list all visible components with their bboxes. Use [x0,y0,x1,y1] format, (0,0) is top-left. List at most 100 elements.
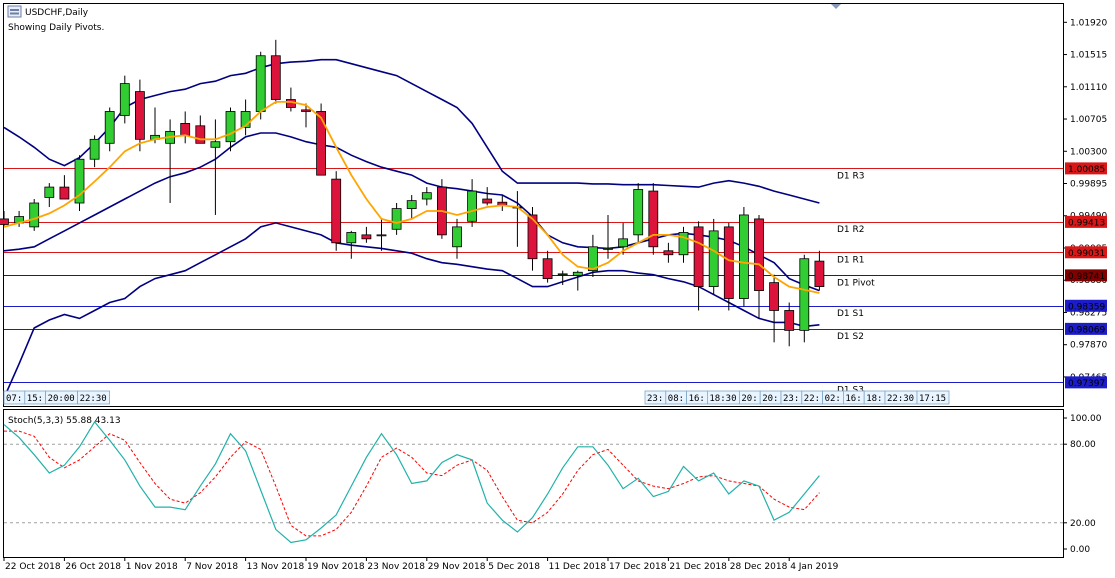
bullish-candle-body [74,158,85,204]
bearish-candle-body [285,99,296,108]
bullish-candle-body [29,202,40,228]
candle[interactable] [316,103,327,176]
candle[interactable] [723,222,734,311]
moving-average-line [3,101,820,294]
date-tick-label: 21 Dec 2018 [669,562,727,572]
candle[interactable] [74,155,85,211]
bullish-candle-body [572,271,583,276]
session-label-right-text: 23: [647,394,663,404]
pivot-price-tag-label: 0.97397 [1068,379,1105,389]
pivot-name-label: D1 S3 [837,385,864,395]
price-tick-label: 0.99895 [1070,180,1107,190]
candle[interactable] [421,187,432,206]
chart-subtitle: Showing Daily Pivots. [8,23,104,33]
candle[interactable] [406,195,417,219]
candle[interactable] [240,99,251,136]
bullish-candle-body [452,226,462,248]
candle[interactable] [799,254,810,343]
stochastic-tick-label: 0.00 [1070,545,1090,555]
candle[interactable] [754,214,764,319]
date-axis: 22 Oct 2018 26 Oct 2018 1 Nov 2018 7 Nov 20… [3,557,839,572]
candle[interactable] [542,250,553,283]
session-label-right-text: 20: [741,394,757,404]
session-label-right-text: 23: [783,394,799,404]
pivot-name-label: D1 Pivot [837,278,875,288]
candle[interactable] [557,270,568,286]
candle[interactable] [376,218,387,251]
candle[interactable] [663,242,674,263]
candle[interactable] [739,206,749,307]
bearish-candle-body [270,55,281,100]
bearish-candle-body [331,178,342,244]
bearish-candle-body [542,258,553,280]
shift-marker-icon[interactable] [831,4,841,9]
candle[interactable] [784,302,795,347]
candle[interactable] [769,274,779,343]
candle[interactable] [678,226,689,263]
candle[interactable] [89,135,100,168]
bullish-candle-body [588,246,598,272]
session-label-right-text: 20: [762,394,778,404]
bearish-candle-body [316,111,327,176]
candle[interactable] [270,39,281,104]
pivot-price-tag [1065,299,1107,312]
candle[interactable] [527,206,538,271]
pivot-price-tag [1065,162,1107,175]
stochastic-frame [3,409,1064,558]
bullish-candle-body [618,238,628,248]
date-tick-label: 4 Jan 2019 [790,562,838,572]
candle[interactable] [452,218,462,259]
candle[interactable] [391,203,402,235]
candle[interactable] [104,107,115,152]
candle[interactable] [482,187,493,206]
candle[interactable] [467,179,478,227]
candle[interactable] [44,183,55,207]
candle[interactable] [814,250,825,291]
date-tick-label: 13 Nov 2018 [247,562,305,572]
pivot-name-label: D1 R2 [837,225,865,235]
bearish-candle-body [754,218,764,291]
pivot-price-tag [1065,269,1107,282]
candle[interactable] [134,79,145,152]
bullish-candle-body [633,189,644,236]
candle[interactable] [436,179,447,239]
bearish-candle-body [180,123,191,136]
bearish-candle-body [784,310,795,331]
price-tick-label: 1.01920 [1070,18,1107,28]
candle[interactable] [693,221,704,311]
candle[interactable] [331,171,342,251]
candle[interactable] [603,214,613,259]
pivot-price-tag-label: 0.98359 [1068,302,1105,312]
date-tick-label: 7 Nov 2018 [186,562,238,572]
candle[interactable] [119,75,130,124]
pivot-price-tag-label: 0.98741 [1068,272,1105,282]
candle[interactable] [633,183,644,243]
session-label-right-text: 16: [845,394,861,404]
date-tick-label: 11 Dec 2018 [549,562,607,572]
candle[interactable] [210,119,221,215]
pivot-price-tag-label: 0.98069 [1068,325,1105,335]
pivot-price-tag-label: 0.99413 [1068,218,1105,228]
session-label-right-text: 16: [689,394,705,404]
candle[interactable] [0,210,9,227]
candle[interactable] [225,107,236,152]
pivot-price-tag [1065,376,1107,389]
pivot-name-label: D1 R1 [837,255,865,265]
stochastic-d-line [4,430,820,537]
candle[interactable] [708,218,719,295]
candle[interactable] [648,183,659,255]
candle[interactable] [572,270,583,291]
session-label-left-text: 22:30 [80,394,107,404]
candle[interactable] [361,226,372,243]
date-tick-label: 23 Nov 2018 [367,562,425,572]
pivot-price-tag [1065,322,1107,335]
chart-window-icon[interactable] [7,5,22,18]
candle[interactable] [59,175,70,200]
price-tick-label: 0.97870 [1070,341,1107,351]
candle[interactable] [301,103,311,128]
candle[interactable] [29,199,40,231]
candle[interactable] [618,222,628,255]
candle[interactable] [346,230,357,259]
session-label-left-text: 07: [6,394,22,404]
